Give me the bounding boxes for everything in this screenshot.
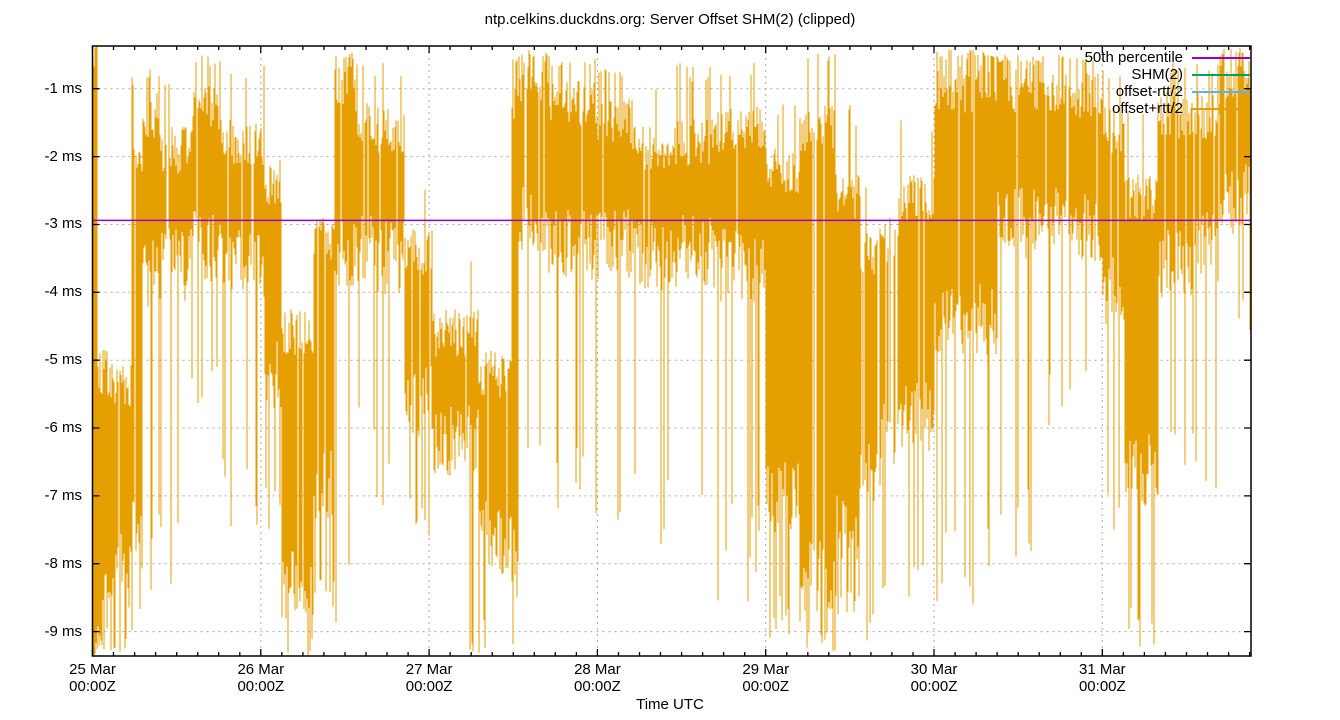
legend-label-offset-minus-rtt2: offset-rtt/2 bbox=[1115, 83, 1183, 100]
legend: 50th percentile SHM(2) offset-rtt/2 offs… bbox=[1085, 49, 1250, 117]
legend-errorbar-tick bbox=[1219, 103, 1221, 114]
y-tick-label: -4 ms bbox=[44, 283, 83, 301]
legend-label-shm2: SHM(2) bbox=[1131, 66, 1183, 83]
legend-key-offset-plus-rtt2-errorbar bbox=[1192, 103, 1250, 114]
y-tick-label: -9 ms bbox=[44, 622, 83, 640]
chart-title: ntp.celkins.duckdns.org: Server Offset S… bbox=[484, 11, 856, 28]
y-tick-label: -1 ms bbox=[44, 79, 83, 97]
legend-key-50th-percentile-line bbox=[1192, 56, 1250, 59]
y-tick-label: -5 ms bbox=[44, 351, 83, 369]
legend-row-offset-minus-rtt2: offset-rtt/2 bbox=[1085, 83, 1250, 100]
y-tick-label: -6 ms bbox=[44, 419, 83, 436]
x-tick-label: 25 Mar 00:00Z bbox=[69, 661, 116, 695]
y-tick-label: -7 ms bbox=[44, 486, 83, 504]
x-axis-title: Time UTC bbox=[636, 696, 704, 713]
x-tick-label: 27 Mar 00:00Z bbox=[405, 661, 453, 695]
legend-key-shm2-line bbox=[1192, 73, 1250, 76]
y-tick-label: -3 ms bbox=[44, 215, 83, 233]
x-tick-label: 30 Mar 00:00Z bbox=[910, 661, 958, 695]
y-tick-label: -2 ms bbox=[44, 147, 83, 165]
legend-key-offset-minus-rtt2-line bbox=[1192, 90, 1250, 93]
legend-row-offset-plus-rtt2: offset+rtt/2 bbox=[1085, 100, 1250, 117]
x-tick-label: 31 Mar 00:00Z bbox=[1078, 661, 1126, 695]
legend-row-shm2: SHM(2) bbox=[1085, 66, 1250, 83]
legend-label-offset-plus-rtt2: offset+rtt/2 bbox=[1111, 100, 1183, 117]
x-tick-label: 28 Mar 00:00Z bbox=[574, 661, 621, 695]
legend-label-50th-percentile: 50th percentile bbox=[1084, 49, 1183, 66]
y-tick-label: -8 ms bbox=[44, 554, 83, 572]
x-tick-label: 29 Mar 00:00Z bbox=[742, 661, 790, 695]
plot-border bbox=[91, 45, 1252, 657]
x-tick-label: 26 Mar 00:00Z bbox=[237, 661, 285, 695]
legend-row-50th-percentile: 50th percentile bbox=[1085, 49, 1250, 66]
